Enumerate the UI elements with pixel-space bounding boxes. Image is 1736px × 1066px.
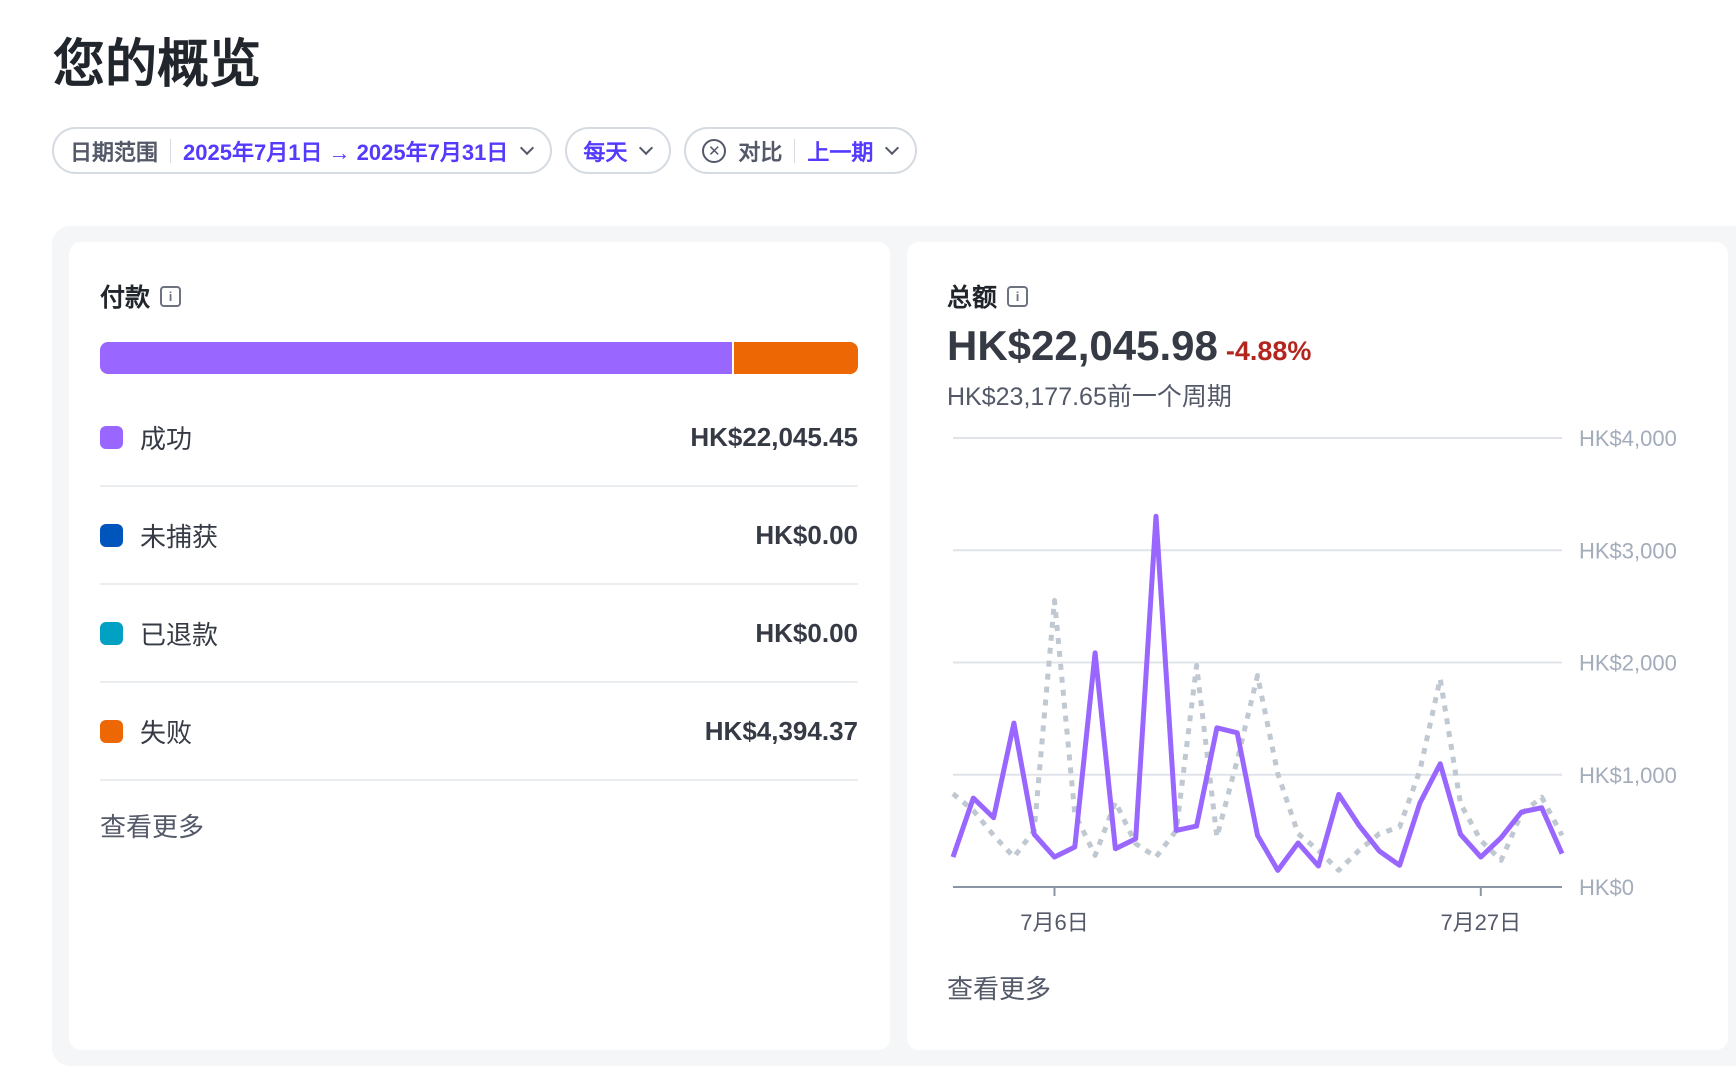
current-period-line	[953, 516, 1562, 870]
x-tick-label: 7月27日	[1440, 910, 1521, 935]
x-tick-label: 7月6日	[1020, 910, 1088, 935]
y-tick-label: HK$4,000	[1579, 426, 1677, 451]
y-tick-label: HK$1,000	[1579, 763, 1677, 788]
y-tick-label: HK$0	[1579, 875, 1634, 900]
y-tick-label: HK$2,000	[1579, 651, 1677, 676]
y-tick-label: HK$3,000	[1579, 538, 1677, 563]
